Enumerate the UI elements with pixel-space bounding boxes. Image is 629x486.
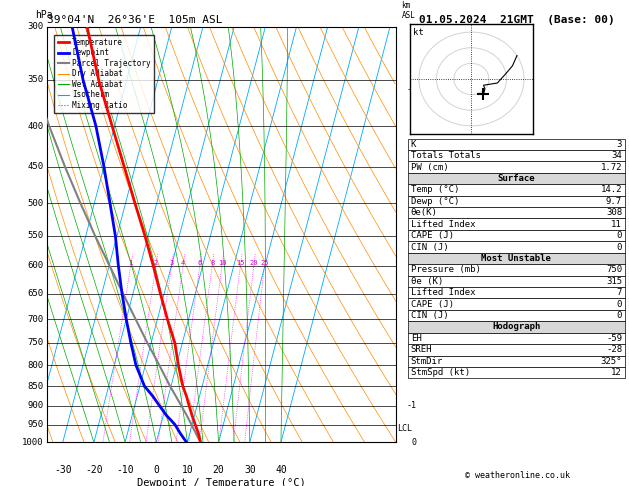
Text: K: K: [411, 139, 416, 149]
Text: 350: 350: [28, 75, 43, 85]
Text: 0: 0: [153, 465, 159, 475]
Text: Surface: Surface: [498, 174, 535, 183]
Text: 25: 25: [260, 260, 269, 266]
Text: -30: -30: [54, 465, 72, 475]
Text: 750: 750: [28, 338, 43, 347]
Text: 300: 300: [28, 22, 43, 31]
Text: 01.05.2024  21GMT  (Base: 00): 01.05.2024 21GMT (Base: 00): [419, 15, 615, 25]
Text: 20: 20: [250, 260, 258, 266]
Legend: Temperature, Dewpoint, Parcel Trajectory, Dry Adiabat, Wet Adiabat, Isotherm, Mi: Temperature, Dewpoint, Parcel Trajectory…: [55, 35, 153, 113]
Text: StmDir: StmDir: [411, 357, 443, 366]
Text: 550: 550: [28, 231, 43, 241]
Text: km
ASL: km ASL: [401, 1, 415, 20]
Text: PW (cm): PW (cm): [411, 162, 448, 172]
Text: -3: -3: [407, 314, 417, 324]
Text: © weatheronline.co.uk: © weatheronline.co.uk: [465, 471, 569, 480]
Text: 14.2: 14.2: [601, 185, 622, 194]
Text: 0: 0: [616, 311, 622, 320]
Text: 325°: 325°: [601, 357, 622, 366]
Text: θe(K): θe(K): [411, 208, 438, 217]
Text: 15: 15: [236, 260, 245, 266]
Text: -59: -59: [606, 334, 622, 343]
Text: -8: -8: [407, 85, 417, 94]
Text: 20: 20: [213, 465, 225, 475]
Text: 850: 850: [28, 382, 43, 391]
Text: 40: 40: [275, 465, 287, 475]
Text: 3: 3: [616, 139, 622, 149]
Text: 900: 900: [28, 401, 43, 410]
Text: LCL: LCL: [397, 424, 412, 433]
Text: 0: 0: [616, 299, 622, 309]
Text: 0: 0: [616, 243, 622, 252]
Text: 750: 750: [606, 265, 622, 275]
Text: 1.72: 1.72: [601, 162, 622, 172]
Text: -7: -7: [407, 142, 417, 152]
Text: 650: 650: [28, 289, 43, 298]
Text: 4: 4: [181, 260, 185, 266]
Text: hPa: hPa: [35, 11, 52, 20]
Text: Temp (°C): Temp (°C): [411, 185, 459, 194]
Text: 308: 308: [606, 208, 622, 217]
Text: -20: -20: [85, 465, 103, 475]
Text: -4: -4: [407, 261, 417, 270]
Text: 10: 10: [182, 465, 193, 475]
Text: CIN (J): CIN (J): [411, 243, 448, 252]
Text: 30: 30: [244, 465, 255, 475]
Text: 600: 600: [28, 261, 43, 270]
Text: 34: 34: [611, 151, 622, 160]
Text: -6: -6: [407, 199, 417, 208]
Text: Dewpoint / Temperature (°C): Dewpoint / Temperature (°C): [137, 478, 306, 486]
Text: 0: 0: [407, 438, 417, 447]
Text: -28: -28: [606, 345, 622, 354]
Text: Pressure (mb): Pressure (mb): [411, 265, 481, 275]
Text: 1: 1: [128, 260, 133, 266]
Text: 500: 500: [28, 199, 43, 208]
Text: CIN (J): CIN (J): [411, 311, 448, 320]
Text: SREH: SREH: [411, 345, 432, 354]
Text: kt: kt: [413, 28, 423, 36]
Text: 11: 11: [611, 220, 622, 229]
Text: 2: 2: [154, 260, 158, 266]
Text: -2: -2: [407, 361, 417, 370]
Text: -10: -10: [116, 465, 134, 475]
Text: 7: 7: [616, 288, 622, 297]
Text: -1: -1: [407, 401, 417, 410]
Text: 450: 450: [28, 162, 43, 171]
Text: 1000: 1000: [22, 438, 43, 447]
Text: 9.7: 9.7: [606, 197, 622, 206]
Text: -5: -5: [407, 231, 417, 241]
Text: 12: 12: [611, 368, 622, 377]
Text: EH: EH: [411, 334, 421, 343]
Text: Dewp (°C): Dewp (°C): [411, 197, 459, 206]
Text: Totals Totals: Totals Totals: [411, 151, 481, 160]
Text: Lifted Index: Lifted Index: [411, 220, 476, 229]
Text: CAPE (J): CAPE (J): [411, 299, 454, 309]
Text: 8: 8: [210, 260, 214, 266]
Text: CAPE (J): CAPE (J): [411, 231, 454, 240]
Text: Mixing Ratio  (g/kg): Mixing Ratio (g/kg): [425, 185, 434, 284]
Text: 0: 0: [616, 231, 622, 240]
Text: 700: 700: [28, 314, 43, 324]
Text: StmSpd (kt): StmSpd (kt): [411, 368, 470, 377]
Text: 800: 800: [28, 361, 43, 370]
Text: Most Unstable: Most Unstable: [481, 254, 551, 263]
Text: Hodograph: Hodograph: [492, 322, 540, 331]
Text: 6: 6: [198, 260, 202, 266]
Text: θe (K): θe (K): [411, 277, 443, 286]
Text: 3: 3: [169, 260, 174, 266]
Text: 39°04'N  26°36'E  105m ASL: 39°04'N 26°36'E 105m ASL: [47, 15, 223, 25]
Text: Lifted Index: Lifted Index: [411, 288, 476, 297]
Text: 10: 10: [218, 260, 226, 266]
Text: 950: 950: [28, 420, 43, 429]
Text: 315: 315: [606, 277, 622, 286]
Text: 400: 400: [28, 122, 43, 131]
